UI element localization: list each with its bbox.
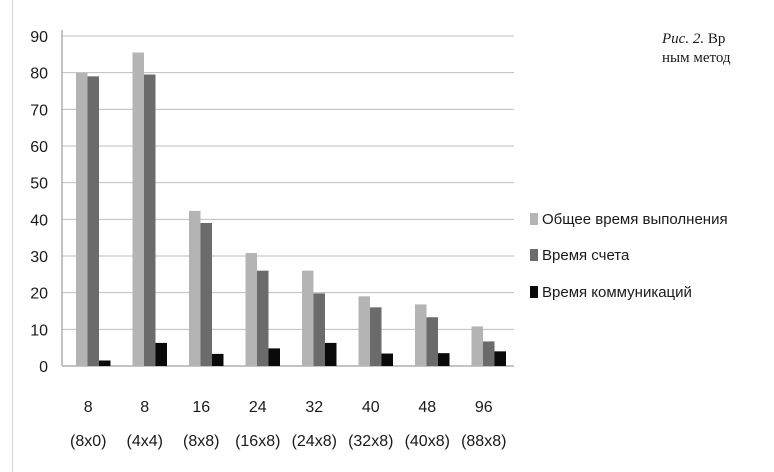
y-tick-label: 10: [30, 322, 48, 339]
bar-total-5: [358, 296, 370, 366]
x-tick-label-bottom: (8x0): [70, 433, 106, 450]
legend-swatch-communication: [530, 286, 538, 298]
x-tick-label-top: 96: [475, 399, 493, 416]
bar-compute-0: [87, 76, 99, 366]
x-tick-label-bottom: (40x8): [405, 433, 450, 450]
figure-caption: Рис. 2. Вр ным метод: [662, 30, 774, 68]
x-tick-label-bottom: (88x8): [461, 433, 506, 450]
bar-compute-6: [426, 317, 438, 366]
grid-lines: [62, 35, 514, 330]
x-tick-label-top: 32: [305, 399, 323, 416]
y-tick-label: 0: [39, 359, 48, 376]
bar-communication-6: [438, 353, 450, 366]
y-tick-label: 70: [30, 102, 48, 119]
legend-swatch-compute: [530, 249, 538, 261]
bar-compute-1: [144, 74, 156, 366]
bar-communication-1: [155, 342, 167, 366]
legend-swatch-total: [530, 213, 538, 225]
y-tick-label: 90: [30, 29, 48, 46]
bar-communication-4: [325, 342, 337, 366]
caption-fig-label: Рис. 2.: [662, 31, 705, 47]
x-tick-label-top: 16: [192, 399, 210, 416]
legend-label-total: Общее время выполнения: [542, 211, 728, 228]
legend-label-communication: Время коммуникаций: [542, 284, 692, 301]
bar-communication-3: [268, 348, 280, 366]
bar-compute-3: [257, 270, 269, 366]
bar-compute-5: [370, 307, 382, 366]
bar-communication-7: [494, 351, 506, 366]
x-tick-label-top: 40: [362, 399, 380, 416]
y-tick-label: 30: [30, 249, 48, 266]
bar-total-7: [471, 326, 483, 366]
x-tick-label-top: 24: [249, 399, 267, 416]
caption-line1-text: Вр: [704, 31, 726, 47]
bar-compute-2: [200, 223, 212, 366]
axes: [61, 30, 514, 367]
x-tick-label-top: 8: [140, 399, 149, 416]
y-tick-label: 20: [30, 286, 48, 303]
bar-total-2: [189, 210, 201, 366]
legend-label-compute: Время счета: [542, 247, 630, 264]
x-tick-label-top: 48: [418, 399, 436, 416]
bar-total-1: [132, 52, 144, 366]
x-tick-label-bottom: (8x8): [183, 433, 219, 450]
bar-communication-5: [381, 353, 393, 366]
page-margin-rule: [12, 0, 13, 472]
bar-total-4: [302, 270, 314, 366]
x-tick-label-bottom: (32x8): [348, 433, 393, 450]
bar-communication-0: [99, 360, 111, 366]
legend: Общее время выполнения Время счета Время к…: [530, 211, 728, 301]
x-tick-label-bottom: (16x8): [235, 433, 280, 450]
y-tick-label: 80: [30, 66, 48, 83]
y-tick-label: 60: [30, 139, 48, 156]
x-tick-labels: 8 (8x0) 8 (4x4) 16 (8x8) 24 (16x8) 32 (24x8) 40 (32…: [70, 399, 506, 450]
bar-total-0: [76, 72, 88, 367]
y-tick-labels: 0 10 20 30 40 50 60 70 80 90: [30, 29, 48, 376]
bars: [76, 52, 506, 367]
bar-total-6: [415, 304, 427, 366]
bar-communication-2: [212, 353, 224, 366]
bar-total-3: [245, 253, 257, 366]
bar-compute-4: [313, 293, 325, 366]
bar-compute-7: [483, 341, 495, 366]
y-tick-label: 50: [30, 176, 48, 193]
x-tick-label-bottom: (4x4): [127, 433, 163, 450]
x-tick-label-bottom: (24x8): [292, 433, 337, 450]
x-tick-label-top: 8: [84, 399, 93, 416]
y-tick-label: 40: [30, 212, 48, 229]
caption-line2-text: ным метод: [662, 50, 731, 66]
